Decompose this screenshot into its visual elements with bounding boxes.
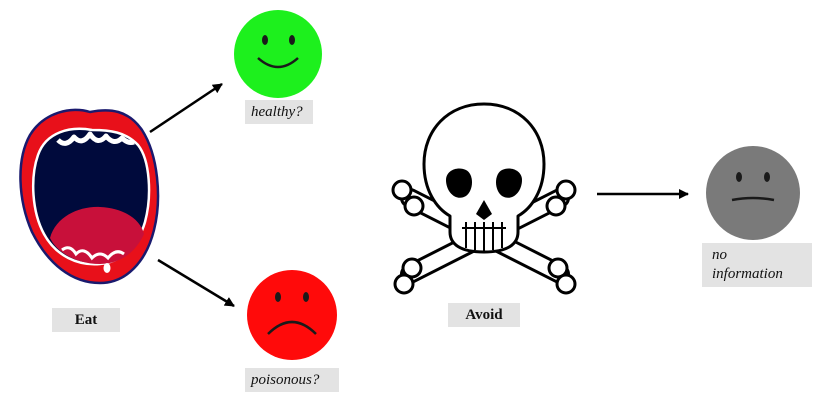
skull-teeth — [462, 222, 506, 251]
no-information-line-1: no — [712, 247, 727, 263]
skull-right-eye — [496, 168, 522, 198]
arrow-eat-to-poisonous — [157, 258, 235, 308]
eat-label: Eat — [52, 308, 120, 332]
skull-nose — [476, 200, 492, 220]
frowning-face-icon — [247, 270, 337, 360]
healthy-label: healthy? — [245, 100, 313, 124]
skull-head — [422, 102, 546, 254]
skull-left-eye — [446, 168, 472, 198]
smiley-face-icon — [234, 10, 322, 98]
neutral-face-icon — [706, 146, 800, 240]
arrow-eat-to-healthy — [149, 82, 223, 134]
open-mouth-icon — [19, 108, 160, 285]
no-information-line-2: information — [712, 266, 783, 282]
skull-and-crossbones-icon — [391, 102, 577, 295]
avoid-label: Avoid — [448, 303, 520, 327]
poisonous-label: poisonous? — [245, 368, 339, 392]
no-information-label: no information — [702, 243, 812, 287]
